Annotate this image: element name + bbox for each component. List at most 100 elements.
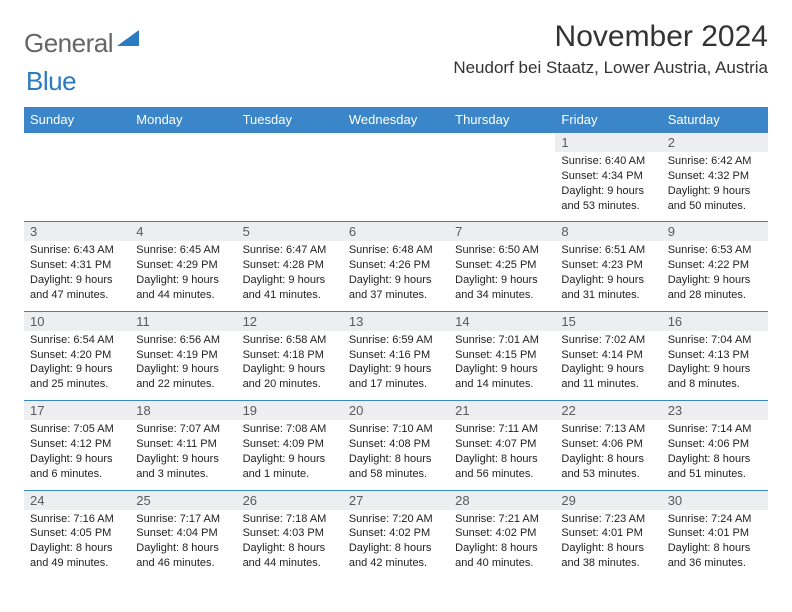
day-cell: Sunrise: 6:56 AMSunset: 4:19 PMDaylight:… — [130, 331, 236, 401]
day-cell: Sunrise: 7:17 AMSunset: 4:04 PMDaylight:… — [130, 510, 236, 579]
day-info-line: Daylight: 8 hours — [136, 541, 230, 556]
day-info-line: and 42 minutes. — [349, 556, 443, 571]
day-cell: Sunrise: 7:01 AMSunset: 4:15 PMDaylight:… — [449, 331, 555, 401]
day-info-line: Sunrise: 6:45 AM — [136, 243, 230, 258]
day-info-line: Sunrise: 6:59 AM — [349, 333, 443, 348]
day-number: 21 — [449, 401, 555, 421]
day-info-line: Sunset: 4:25 PM — [455, 258, 549, 273]
day-info-line: Daylight: 9 hours — [349, 362, 443, 377]
day-info-line: Sunset: 4:31 PM — [30, 258, 124, 273]
day-info-line: Sunset: 4:05 PM — [30, 526, 124, 541]
day-info-line: Sunrise: 7:16 AM — [30, 512, 124, 527]
day-info-line: Sunrise: 7:07 AM — [136, 422, 230, 437]
day-info-row: Sunrise: 6:40 AMSunset: 4:34 PMDaylight:… — [24, 152, 768, 222]
day-info-line: Sunset: 4:15 PM — [455, 348, 549, 363]
day-info-line: Sunset: 4:19 PM — [136, 348, 230, 363]
logo-text-general: General — [24, 28, 113, 59]
day-info-line: Daylight: 8 hours — [455, 452, 549, 467]
day-info-line: and 41 minutes. — [243, 288, 337, 303]
day-info-line: Sunrise: 7:20 AM — [349, 512, 443, 527]
day-header: Monday — [130, 107, 236, 133]
day-number: 16 — [662, 311, 768, 331]
day-info-line: Daylight: 9 hours — [30, 362, 124, 377]
day-number: 14 — [449, 311, 555, 331]
day-number-row: 24252627282930 — [24, 490, 768, 510]
day-info-line: and 40 minutes. — [455, 556, 549, 571]
day-cell: Sunrise: 7:24 AMSunset: 4:01 PMDaylight:… — [662, 510, 768, 579]
day-info-line: and 34 minutes. — [455, 288, 549, 303]
day-number: 30 — [662, 490, 768, 510]
day-info-line: Daylight: 9 hours — [561, 273, 655, 288]
day-info-line: Daylight: 8 hours — [349, 541, 443, 556]
day-header: Tuesday — [237, 107, 343, 133]
day-info-row: Sunrise: 6:54 AMSunset: 4:20 PMDaylight:… — [24, 331, 768, 401]
day-info-line: and 56 minutes. — [455, 467, 549, 482]
day-info-line: and 50 minutes. — [668, 199, 762, 214]
day-info-line: and 58 minutes. — [349, 467, 443, 482]
day-info-line: Sunrise: 6:50 AM — [455, 243, 549, 258]
day-info-line: Sunrise: 7:04 AM — [668, 333, 762, 348]
day-info-line: Sunrise: 7:21 AM — [455, 512, 549, 527]
day-info-line: Daylight: 9 hours — [30, 452, 124, 467]
day-info-line: Sunrise: 7:23 AM — [561, 512, 655, 527]
day-cell: Sunrise: 7:07 AMSunset: 4:11 PMDaylight:… — [130, 420, 236, 490]
month-title: November 2024 — [453, 20, 768, 54]
day-info-line: Sunset: 4:22 PM — [668, 258, 762, 273]
day-info-line: Sunset: 4:03 PM — [243, 526, 337, 541]
day-cell — [343, 152, 449, 222]
day-info-line: and 17 minutes. — [349, 377, 443, 392]
day-info-row: Sunrise: 6:43 AMSunset: 4:31 PM Daylight:… — [24, 241, 768, 311]
day-cell: Sunrise: 7:02 AMSunset: 4:14 PMDaylight:… — [555, 331, 661, 401]
day-info-line: Sunset: 4:01 PM — [561, 526, 655, 541]
day-number: 27 — [343, 490, 449, 510]
day-info-line: Sunset: 4:02 PM — [455, 526, 549, 541]
day-info-line: Sunrise: 7:13 AM — [561, 422, 655, 437]
day-info-line: Sunset: 4:11 PM — [136, 437, 230, 452]
day-info-line: Daylight: 9 hours — [455, 362, 549, 377]
day-cell: Sunrise: 6:40 AMSunset: 4:34 PMDaylight:… — [555, 152, 661, 222]
day-info-line: Sunset: 4:32 PM — [668, 169, 762, 184]
day-info-line: Sunset: 4:14 PM — [561, 348, 655, 363]
day-number: 15 — [555, 311, 661, 331]
location: Neudorf bei Staatz, Lower Austria, Austr… — [453, 58, 768, 78]
day-info-line: Daylight: 8 hours — [561, 452, 655, 467]
day-info-line: Sunset: 4:04 PM — [136, 526, 230, 541]
day-number: 23 — [662, 401, 768, 421]
day-cell: Sunrise: 7:10 AMSunset: 4:08 PMDaylight:… — [343, 420, 449, 490]
day-info-line: and 14 minutes. — [455, 377, 549, 392]
day-number: 5 — [237, 222, 343, 242]
day-number: 3 — [24, 222, 130, 242]
day-info-line: and 37 minutes. — [349, 288, 443, 303]
day-info-row: Sunrise: 7:05 AMSunset: 4:12 PMDaylight:… — [24, 420, 768, 490]
day-info-line: Sunset: 4:13 PM — [668, 348, 762, 363]
day-number: 8 — [555, 222, 661, 242]
logo: General — [24, 20, 141, 59]
day-cell — [130, 152, 236, 222]
day-info-line: Sunset: 4:08 PM — [349, 437, 443, 452]
day-info-line: Sunrise: 6:47 AM — [243, 243, 337, 258]
day-info-line: and 8 minutes. — [668, 377, 762, 392]
logo-triangle-icon — [117, 30, 139, 51]
day-info-line: Sunset: 4:34 PM — [561, 169, 655, 184]
day-info-line: Daylight: 9 hours — [668, 362, 762, 377]
day-info-line: Sunrise: 6:43 AM — [30, 243, 124, 258]
day-info-line: and 49 minutes. — [30, 556, 124, 571]
day-cell: Sunrise: 6:43 AMSunset: 4:31 PMDaylight:… — [24, 241, 130, 311]
day-info-line: Sunrise: 6:48 AM — [349, 243, 443, 258]
day-number: 19 — [237, 401, 343, 421]
day-cell: Sunrise: 7:21 AMSunset: 4:02 PMDaylight:… — [449, 510, 555, 579]
day-info-line: Sunrise: 7:18 AM — [243, 512, 337, 527]
day-info-line: Daylight: 9 hours — [136, 273, 230, 288]
day-info-line: Daylight: 8 hours — [668, 541, 762, 556]
day-info-line: Sunset: 4:01 PM — [668, 526, 762, 541]
day-cell: Sunrise: 6:58 AMSunset: 4:18 PMDaylight:… — [237, 331, 343, 401]
day-number — [130, 133, 236, 153]
day-info-line: Sunrise: 7:08 AM — [243, 422, 337, 437]
day-number — [24, 133, 130, 153]
day-info-line: Daylight: 8 hours — [668, 452, 762, 467]
day-info-line: Sunrise: 7:05 AM — [30, 422, 124, 437]
day-cell: Sunrise: 7:23 AMSunset: 4:01 PMDaylight:… — [555, 510, 661, 579]
day-info-line: and 22 minutes. — [136, 377, 230, 392]
day-cell — [237, 152, 343, 222]
day-cell: Sunrise: 7:16 AMSunset: 4:05 PMDaylight:… — [24, 510, 130, 579]
